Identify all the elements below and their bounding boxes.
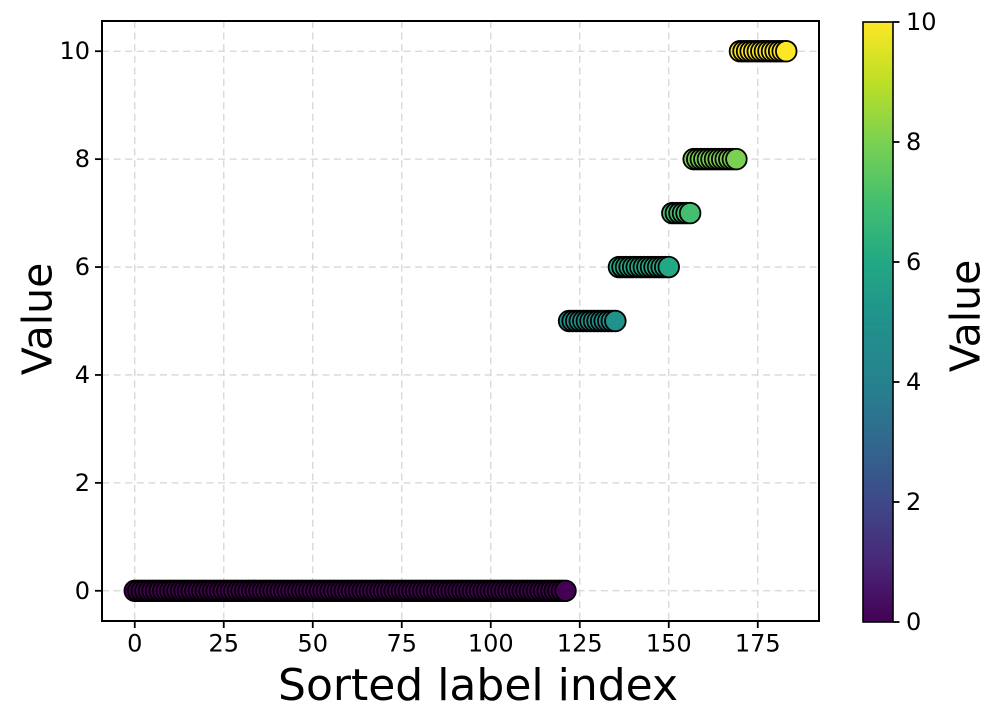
x-tick-label: 75: [386, 630, 417, 658]
colorbar-label: Value: [941, 259, 990, 373]
y-tick-label: 6: [75, 253, 90, 281]
data-point: [657, 255, 680, 279]
tick-marks: [95, 50, 759, 628]
colorbar-tick-label: 10: [906, 8, 937, 36]
data-points: [123, 40, 798, 602]
x-tick-label: 25: [208, 630, 239, 658]
x-tick-label: 100: [468, 630, 514, 658]
x-tick-label: 50: [297, 630, 328, 658]
y-tick-label: 0: [75, 577, 90, 605]
y-tick-label: 2: [75, 469, 90, 497]
data-point: [725, 147, 748, 171]
y-axis-label: Value: [13, 262, 62, 376]
axes-spines: [101, 20, 820, 622]
y-tick-label: 4: [75, 361, 90, 389]
x-tick-label: 125: [557, 630, 603, 658]
data-point: [604, 309, 627, 333]
x-tick-label: 150: [646, 630, 692, 658]
colorbar-tick-label: 0: [906, 608, 921, 636]
x-tick-label: 175: [735, 630, 781, 658]
colorbar-tick-label: 8: [906, 128, 921, 156]
colorbar: [862, 21, 894, 623]
gridlines: [102, 21, 819, 621]
x-tick-label: 0: [127, 630, 142, 658]
colorbar-tick-label: 4: [906, 368, 921, 396]
tick-labels: 0 25 50 75 100 125 150 175 0 2 4 6 8 10: [59, 37, 780, 657]
colorbar-tick-label: 2: [906, 488, 921, 516]
data-point: [678, 201, 702, 225]
data-point: [775, 40, 798, 63]
colorbar-tick-label: 6: [906, 248, 921, 276]
x-axis-label: Sorted label index: [278, 660, 678, 711]
y-tick-label: 10: [59, 37, 90, 65]
data-point: [554, 579, 577, 602]
y-tick-label: 8: [75, 145, 90, 173]
